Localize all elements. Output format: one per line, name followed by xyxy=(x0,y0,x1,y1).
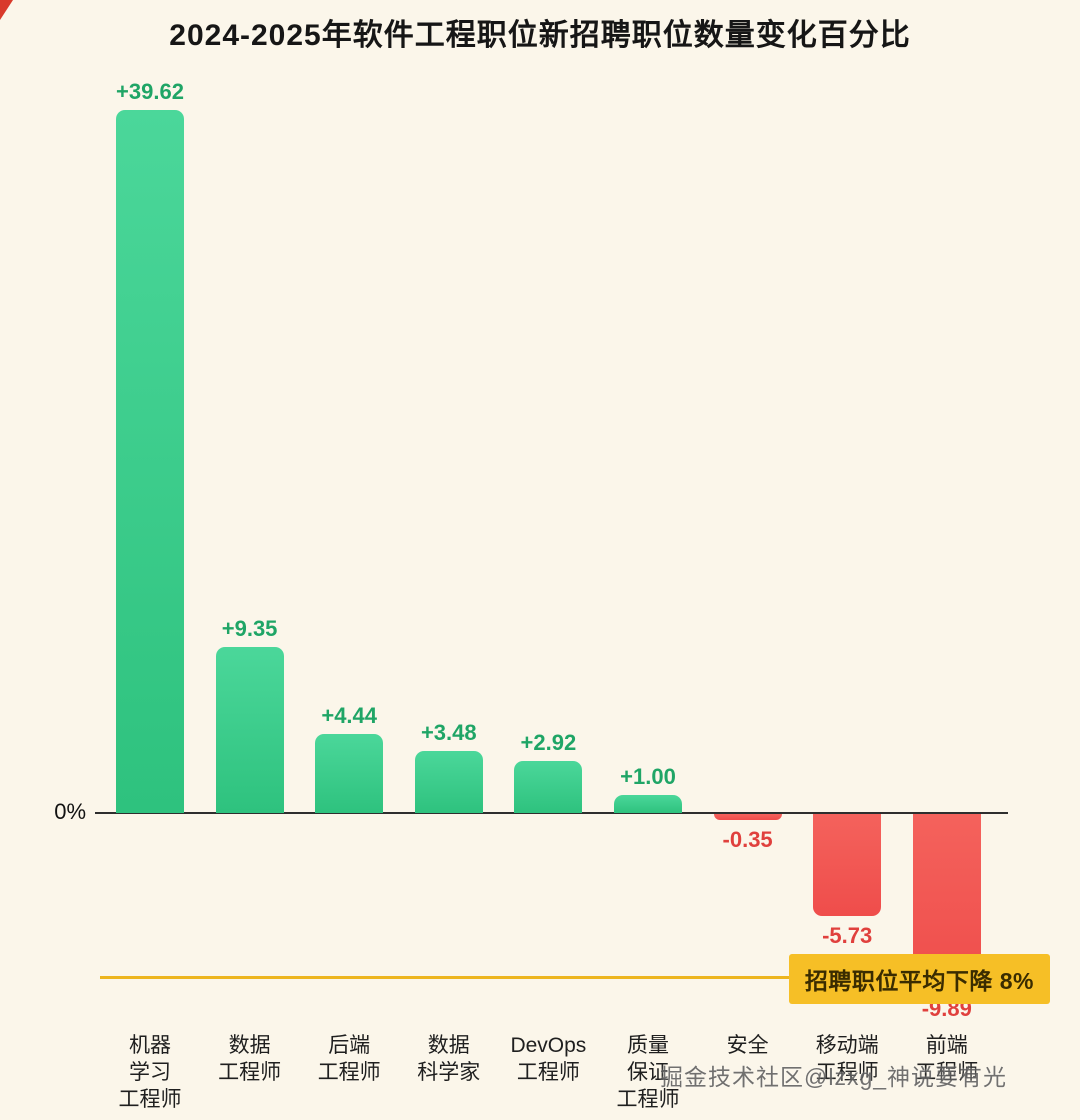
bar-value-label: -5.73 xyxy=(822,922,873,948)
category-label: 安全 xyxy=(726,1034,769,1057)
category-label: 质量 保证 工程师 xyxy=(616,1034,680,1111)
bar-value-label: +9.35 xyxy=(221,616,278,642)
chart-title: 2024-2025年软件工程职位新招聘职位数量变化百分比 xyxy=(169,19,911,52)
bar-value-label: -0.35 xyxy=(722,827,773,853)
bar xyxy=(116,110,184,813)
zero-axis-line xyxy=(95,812,1008,814)
bar xyxy=(215,647,284,813)
bar-value-label: +4.44 xyxy=(321,703,378,729)
bar xyxy=(514,761,583,813)
category-label: 后端 工程师 xyxy=(317,1034,381,1084)
bar-value-label: +1.00 xyxy=(620,764,676,790)
category-label: 移动端 工程师 xyxy=(815,1034,879,1084)
category-label: DevOps 工程师 xyxy=(510,1034,587,1084)
bar xyxy=(414,751,483,813)
category-label: 前端 工程师 xyxy=(915,1034,979,1084)
bar xyxy=(813,814,882,916)
gold-divider-line xyxy=(100,976,1048,979)
category-label: 数据 工程师 xyxy=(218,1034,282,1084)
category-label: 数据 科学家 xyxy=(417,1034,481,1084)
watermark: 掘金技术社区@lzxg_神说要有光 xyxy=(660,1064,1008,1090)
zero-axis-label: 0% xyxy=(54,799,86,824)
bar-value-label: +2.92 xyxy=(520,730,577,756)
bar-value-label: +39.62 xyxy=(116,79,184,104)
bar xyxy=(315,734,384,813)
bar xyxy=(614,795,682,813)
bar xyxy=(713,814,782,821)
category-label: 机器 学习 工程师 xyxy=(118,1034,182,1111)
average-decline-annotation: 招聘职位平均下降 8% xyxy=(788,954,1050,1004)
bar-value-label: +3.48 xyxy=(420,720,477,746)
